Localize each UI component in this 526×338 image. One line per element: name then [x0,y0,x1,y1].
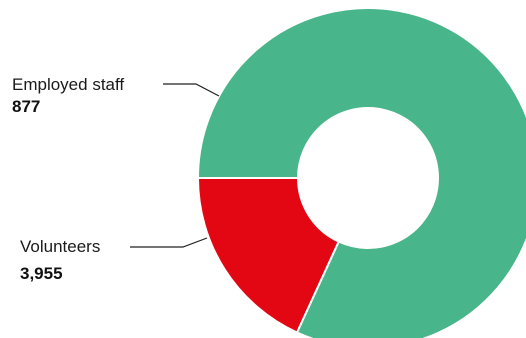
leader-line-employed-staff [163,83,220,97]
value-volunteers: 3,955 [20,264,63,283]
chart-slices [196,7,526,338]
value-employed-staff: 877 [12,97,40,116]
label-volunteers: Volunteers [20,237,100,256]
slice-volunteers [196,7,526,338]
label-employed-staff: Employed staff [12,75,124,94]
slice-employed-staff [196,177,341,334]
leader-line-volunteers [130,237,208,248]
